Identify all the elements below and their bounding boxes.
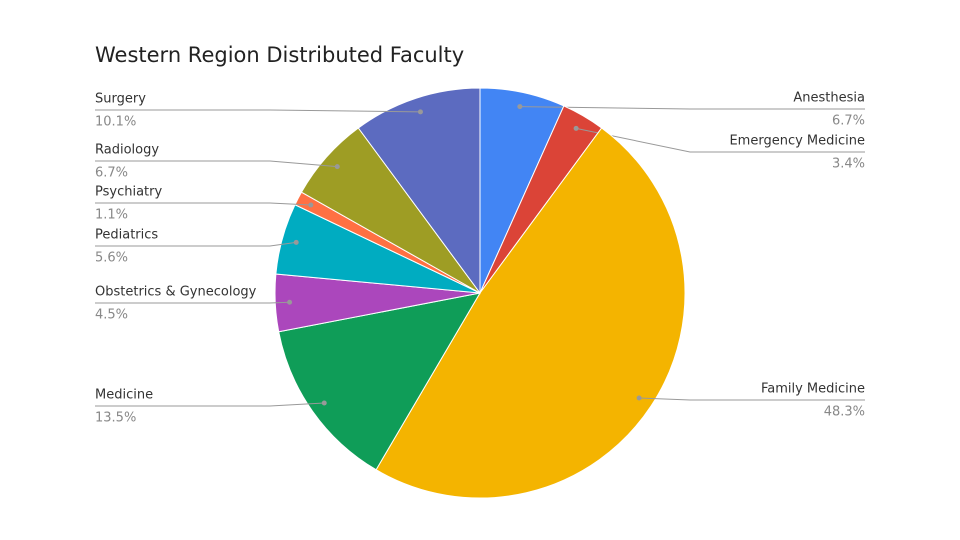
leader-dot [417, 109, 423, 115]
leader-line [95, 301, 290, 304]
slice-label: Psychiatry [95, 185, 162, 200]
slice-label: Medicine [95, 388, 153, 403]
slice-value-label: 3.4% [832, 157, 865, 172]
slice-label: Radiology [95, 143, 159, 158]
leader-line [95, 402, 325, 407]
slice-label: Emergency Medicine [729, 134, 865, 149]
leader-dot [517, 104, 523, 110]
slice-value-label: 4.5% [95, 308, 128, 323]
leader-line [576, 127, 865, 153]
leader-dot [573, 125, 579, 131]
pie-slice [278, 292, 481, 471]
leader-dot [308, 202, 314, 208]
slice-value-label: 10.1% [95, 115, 136, 130]
pie-slice [357, 87, 481, 295]
leader-line [95, 202, 311, 206]
leader-dot [321, 400, 327, 406]
leader-line [519, 106, 865, 110]
slice-value-label: 13.5% [95, 411, 136, 426]
slice-value-label: 5.6% [95, 251, 128, 266]
chart-title: Western Region Distributed Faculty [95, 43, 464, 67]
slice-label: Obstetrics & Gynecology [95, 285, 257, 300]
pie-slice [375, 127, 686, 499]
leader-line [95, 109, 421, 113]
leader-dot [293, 239, 299, 245]
slice-label: Pediatrics [95, 228, 158, 243]
slice-value-label: 6.7% [95, 166, 128, 181]
slice-label: Surgery [95, 92, 146, 107]
leader-dot [287, 299, 293, 305]
leader-dot [636, 395, 642, 401]
slice-label: Anesthesia [793, 91, 865, 106]
leader-line [95, 160, 338, 168]
leader-line [639, 397, 865, 401]
leader-dot [334, 164, 340, 170]
slice-label: Family Medicine [761, 382, 865, 397]
slice-value-label: 6.7% [832, 114, 865, 129]
slice-value-label: 1.1% [95, 208, 128, 223]
leader-line [95, 241, 297, 247]
slice-value-label: 48.3% [824, 405, 865, 420]
